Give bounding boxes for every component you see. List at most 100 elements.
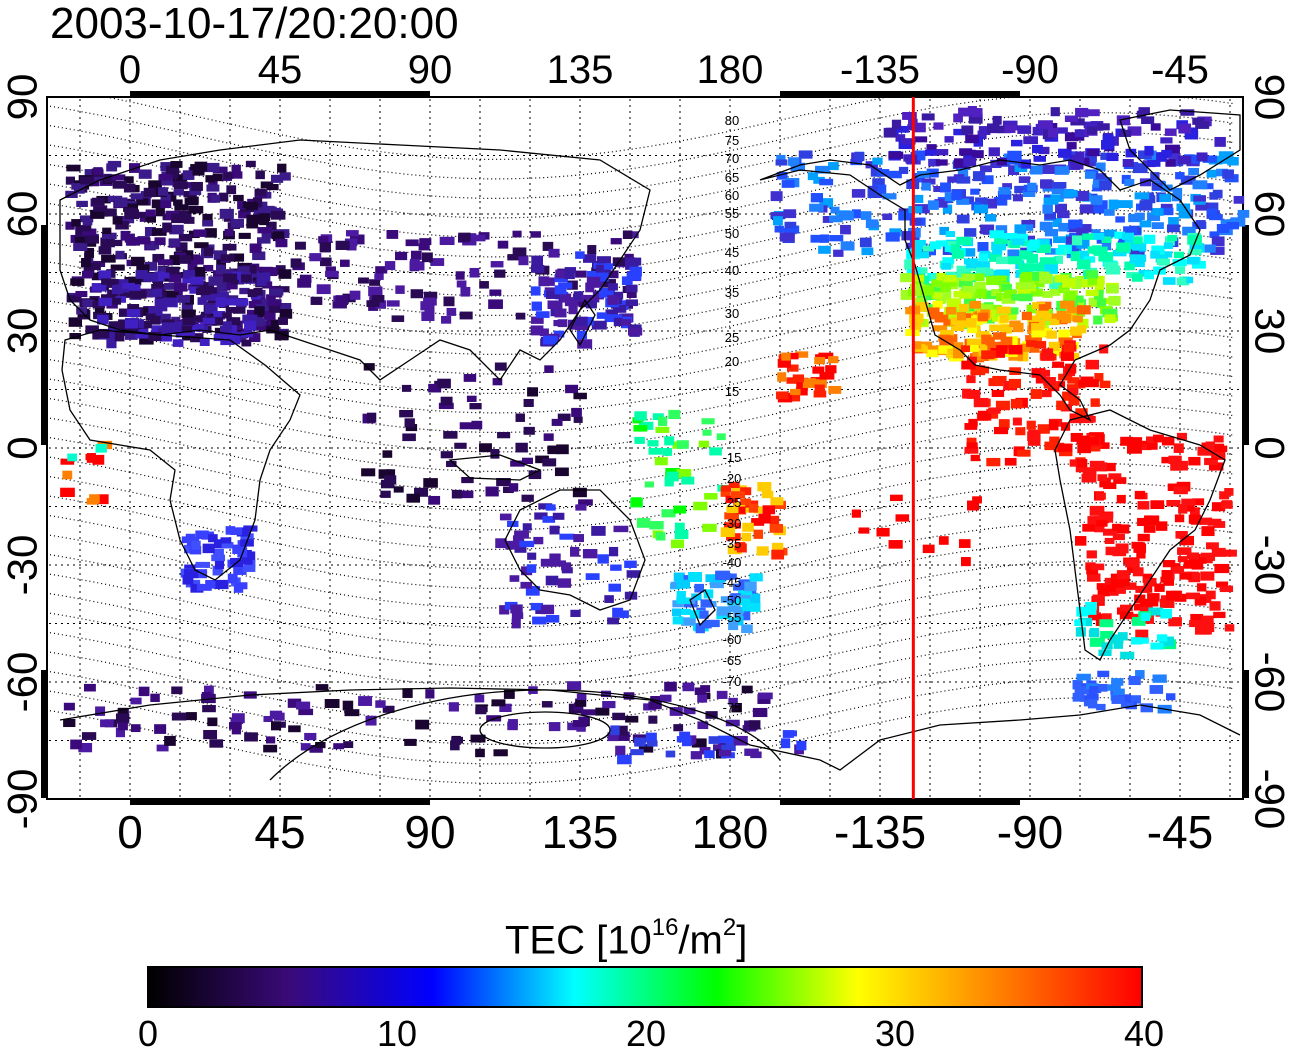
tec-cell [718, 749, 732, 757]
tec-cell [932, 300, 943, 309]
tec-cell [1027, 182, 1037, 192]
tec-cell [822, 216, 833, 223]
tec-cell [908, 206, 923, 214]
tec-cell [1233, 195, 1245, 204]
tec-cell [555, 269, 571, 279]
tec-cell [154, 724, 167, 734]
tec-cell [1131, 437, 1143, 447]
tec-cell [386, 300, 400, 307]
tec-cell [731, 485, 747, 494]
tec-cell [751, 518, 765, 526]
tec-cell [573, 291, 584, 301]
tec-cell [521, 566, 533, 576]
tec-cell [770, 212, 786, 220]
tec-cell [627, 327, 643, 336]
tec-cell [1087, 276, 1097, 286]
tec-cell [1186, 256, 1200, 265]
tec-cell [1084, 171, 1096, 179]
tec-cell [617, 754, 632, 765]
tec-cell [160, 194, 171, 201]
tec-cell [523, 398, 534, 407]
tec-cell [825, 365, 837, 374]
contour-label: 45 [725, 245, 739, 260]
tec-cell [130, 276, 142, 286]
tec-cell [757, 481, 772, 492]
tec-cell [1040, 179, 1053, 189]
tec-cell [702, 523, 717, 532]
tec-cell [1190, 514, 1202, 525]
tec-cell [914, 239, 926, 250]
tec-cell [186, 255, 201, 262]
tec-cell [1062, 391, 1077, 401]
tec-cell [1012, 417, 1022, 426]
tec-cell [939, 329, 954, 339]
tec-cell [602, 290, 615, 298]
tec-cell [786, 364, 799, 372]
tec-cell [1089, 686, 1102, 694]
tec-cell [930, 311, 944, 320]
tec-cell [1111, 695, 1125, 704]
tec-cell [945, 231, 955, 238]
tec-cell [993, 426, 1009, 435]
tec-cell [182, 250, 194, 260]
tec-cell [670, 581, 682, 589]
tec-cell [220, 537, 232, 544]
tec-cell [1152, 674, 1167, 683]
top-lon-label: 135 [547, 48, 614, 92]
tec-cell [191, 540, 201, 550]
tec-cell [546, 615, 560, 623]
tec-cell [1160, 203, 1173, 210]
tec-cell [1203, 555, 1213, 564]
tec-cell [1144, 271, 1154, 280]
tec-cell [742, 522, 754, 532]
tec-cell [1211, 502, 1226, 512]
tec-cell [1186, 552, 1199, 560]
colorbar-title-text: TEC [10 [505, 918, 652, 963]
tec-cell [266, 325, 280, 334]
tec-cell [704, 750, 715, 759]
tec-cell [1210, 246, 1225, 255]
tec-cell [182, 170, 193, 180]
tec-cell [912, 136, 928, 143]
tec-cell [414, 487, 429, 497]
tec-cell [1156, 152, 1167, 162]
tec-cell [749, 573, 763, 582]
tec-cell [547, 445, 560, 455]
contour-label: -20 [723, 471, 742, 486]
tec-cell [93, 205, 108, 212]
tec-cell [788, 157, 800, 166]
tec-cell [728, 620, 739, 631]
tec-cell [962, 388, 972, 399]
tec-cell [1072, 679, 1083, 690]
tec-cell [747, 602, 761, 612]
tec-cell [783, 209, 797, 219]
tec-cell [956, 198, 970, 205]
tec-cell [460, 286, 471, 297]
tec-cell [870, 167, 883, 177]
tec-cell [218, 192, 229, 202]
tec-cell [148, 306, 161, 314]
tec-cell [257, 227, 272, 234]
contour-label: 20 [725, 354, 739, 369]
tec-cell [402, 688, 413, 698]
tec-cell [549, 553, 561, 563]
tec-cell [885, 232, 900, 242]
tec-cell [160, 272, 170, 279]
tec-cell [162, 222, 172, 233]
tec-cell [648, 715, 658, 724]
tec-cell [954, 158, 968, 168]
tec-cell [946, 298, 962, 308]
tec-cell [1164, 144, 1180, 154]
contour-line [49, 658, 1235, 745]
tec-cell [610, 564, 622, 571]
tec-cell [673, 505, 687, 514]
tec-cell [1111, 678, 1124, 686]
tec-cell [529, 588, 539, 596]
tec-cell [776, 171, 788, 180]
tec-cell [580, 709, 596, 716]
tec-cell [1134, 212, 1145, 220]
tec-cell [622, 230, 633, 240]
tec-cell [1041, 389, 1052, 398]
tec-cell [554, 308, 567, 318]
tec-cell [419, 238, 432, 246]
